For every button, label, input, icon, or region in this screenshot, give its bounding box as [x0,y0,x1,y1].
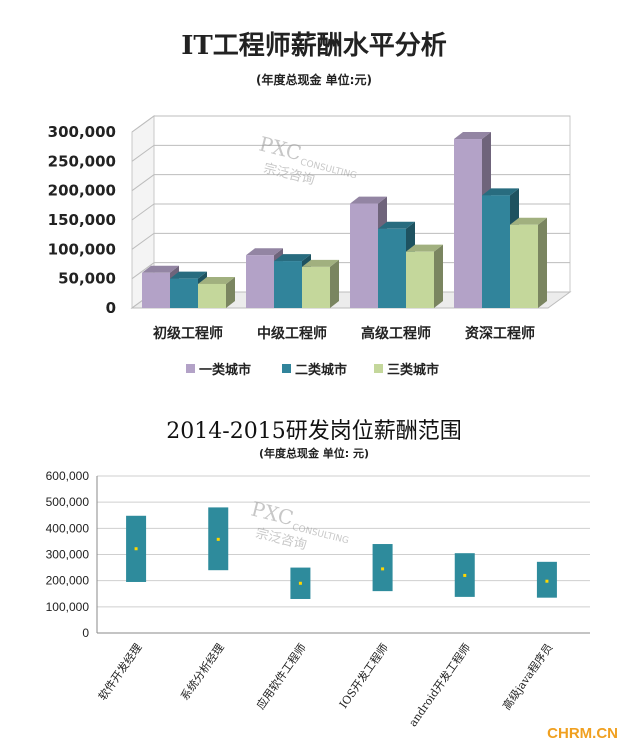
chart2-median-marker [216,537,220,541]
chart1-legend-item: 一类城市 [186,362,251,378]
chart2-grid [96,475,590,634]
chart2-range-bars [126,507,557,599]
chart1-y-tick-label: 100,000 [48,240,116,258]
chart2-category-label: 高级java程序员 [499,641,555,713]
chart1-legend-item: 三类城市 [374,362,439,378]
chart1-bar [198,276,235,308]
chart1-y-ticks: 0 50,000 100,000 150,000 200,000 250,000 300,0… [48,123,116,317]
chart1-y-tick-label: 0 [106,299,116,317]
chart1-category-labels: 初级工程师 中级工程师 高级工程师 资深工程师 [153,325,535,342]
chart1-category-label: 初级工程师 [153,325,223,342]
chart2-category-label: 应用软件工程师 [253,641,309,712]
chart2-median-marker [463,573,467,577]
chart1-legend-swatch [282,364,291,373]
chart1-y-tick-label: 200,000 [48,182,116,200]
chart2-y-tick-label: 600,000 [46,469,90,483]
chart2-median-marker [545,579,549,583]
chart1-legend-swatch [374,364,383,373]
chart2-category-label: android开发工程师 [405,641,473,729]
chart2-range-bar [372,544,393,592]
chart2-median-marker [134,547,138,551]
chart1-bars [142,132,547,308]
chart2-median-marker [298,581,302,585]
chart1-bar [302,259,339,308]
chart2-range-bar [454,553,475,597]
chart2-y-tick-label: 400,000 [46,521,90,535]
chart1-title: IT工程师薪酬水平分析 [181,31,447,61]
chart1-gridline [131,144,570,162]
chart1-legend-label: 二类城市 [295,362,347,378]
chart1-gridline [131,203,570,221]
chart1-legend: 一类城市 二类城市 三类城市 [186,362,439,378]
chart1-legend-label: 三类城市 [387,362,439,378]
chart2-category-label: 软件开发经理 [95,641,144,703]
chart2-y-ticks: 0 100,000 200,000 300,000 400,000 500,000 600,… [46,469,90,640]
chart2-title: 2014-2015研发岗位薪酬范围 [166,419,461,444]
chart2-range-bar [208,507,229,571]
chart2-y-tick-label: 100,000 [46,600,90,614]
chart2-subtitle: (年度总现金 单位: 元) [259,446,369,460]
chart2-category-label: 系统分析经理 [177,641,226,703]
chart2-y-tick-label: 500,000 [46,495,90,509]
chart1-legend-item: 二类城市 [282,362,347,378]
chart1-bar [406,244,443,308]
chart2-y-tick-label: 300,000 [46,548,90,562]
chart1-gridline [131,115,570,133]
chart1-y-tick-label: 250,000 [48,152,116,170]
chart1-bar [482,188,519,308]
chart2-median-marker [381,567,385,571]
chart2-range-bar [536,561,557,598]
chart2-y-tick-label: 200,000 [46,574,90,588]
chart1-y-tick-label: 150,000 [48,211,116,229]
chart1-subtitle: (年度总现金 单位:元) [256,72,372,87]
chart1-category-label: 中级工程师 [257,325,327,342]
chart1-bar [510,217,547,308]
chart1-y-tick-label: 50,000 [58,270,116,288]
chart1-category-label: 高级工程师 [361,325,431,342]
chart2-range-bar [126,515,147,582]
chart1-category-label: 资深工程师 [465,325,535,342]
chart1-y-tick-label: 300,000 [48,123,116,141]
chart2-category-label: IOS开发工程师 [336,641,391,711]
watermark-bottom: PXC CONSULTING 宗泛咨询 [249,497,350,554]
chart1-legend-swatch [186,364,195,373]
chart1-gridline [131,174,570,192]
chart2-range-bar [290,567,311,599]
chart1-legend-label: 一类城市 [199,362,251,378]
chart1-gridline [131,232,570,250]
chart2-y-tick-label: 0 [82,626,89,640]
chrm-logo: CHRM.CN [547,725,618,742]
watermark-main-text-2: PXC [249,497,296,531]
chart2-category-labels: 软件开发经理 系统分析经理 应用软件工程师 IOS开发工程师 android开发工程师高… [95,641,555,729]
